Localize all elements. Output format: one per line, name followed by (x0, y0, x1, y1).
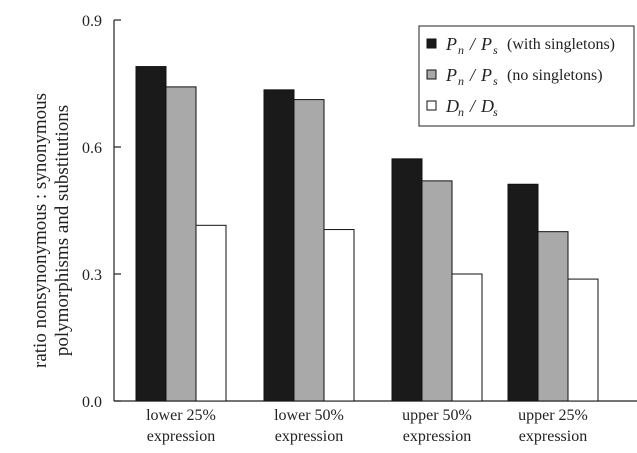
x-tick-label: upper 25% (518, 407, 588, 424)
y-tick-label: 0.0 (82, 394, 102, 411)
x-tick-label: expression (275, 428, 343, 445)
legend-symbol: P (480, 65, 492, 85)
legend-symbol: P (445, 65, 457, 85)
legend-subscript: s (493, 105, 498, 119)
legend-slash: / (469, 34, 477, 54)
legend-swatch (426, 69, 437, 80)
y-tick-label: 0.3 (82, 267, 102, 284)
bar-3-4 (567, 278, 599, 402)
labels: 0.0 0.3 0.6 0.9 ratio nonsynonymous : synony… (30, 13, 588, 445)
bar-1-2 (263, 89, 295, 402)
bar-3-3 (451, 273, 483, 402)
legend-slash: / (469, 65, 477, 85)
legend-slash: / (469, 96, 477, 116)
x-tick-label: expression (403, 428, 471, 445)
legend-label: (with singletons) (507, 36, 615, 53)
y-axis-title-line: polymorphisms and substitutions (52, 105, 73, 356)
bar-2-1 (165, 86, 197, 402)
bar-3-1 (195, 224, 227, 402)
x-tick-label: upper 50% (402, 407, 472, 424)
legend-swatch (426, 38, 437, 49)
legend-subscript: n (458, 74, 464, 88)
bar-1-1 (135, 66, 167, 402)
legend-symbol: P (480, 34, 492, 54)
legend-symbol: D (445, 96, 459, 116)
bar-3-2 (323, 229, 355, 402)
legend-swatch (426, 100, 437, 111)
bar-2-4 (537, 231, 569, 402)
bars (135, 66, 599, 402)
y-tick-label: 0.9 (82, 13, 102, 30)
bar-2-2 (293, 99, 325, 402)
y-axis-title-line: ratio nonsynonymous : synonymous (30, 93, 51, 368)
legend-symbol: P (445, 34, 457, 54)
bar-2-3 (421, 180, 453, 402)
x-tick-label: lower 25% (146, 407, 216, 424)
y-tick-label: 0.6 (82, 140, 102, 157)
x-tick-label: expression (147, 428, 215, 445)
legend-subscript: s (493, 43, 498, 57)
legend-subscript: s (493, 74, 498, 88)
bar-1-3 (391, 158, 423, 402)
legend-subscript: n (458, 105, 464, 119)
legend-symbol: D (480, 96, 494, 116)
bar-1-4 (507, 183, 539, 402)
x-tick-label: expression (519, 428, 587, 445)
legend-box (418, 25, 635, 127)
y-axis-title: ratio nonsynonymous : synonymouspolymorp… (30, 93, 73, 368)
legend-subscript: n (458, 43, 464, 57)
x-tick-label: lower 50% (274, 407, 344, 424)
legend-label: (no singletons) (507, 67, 603, 84)
